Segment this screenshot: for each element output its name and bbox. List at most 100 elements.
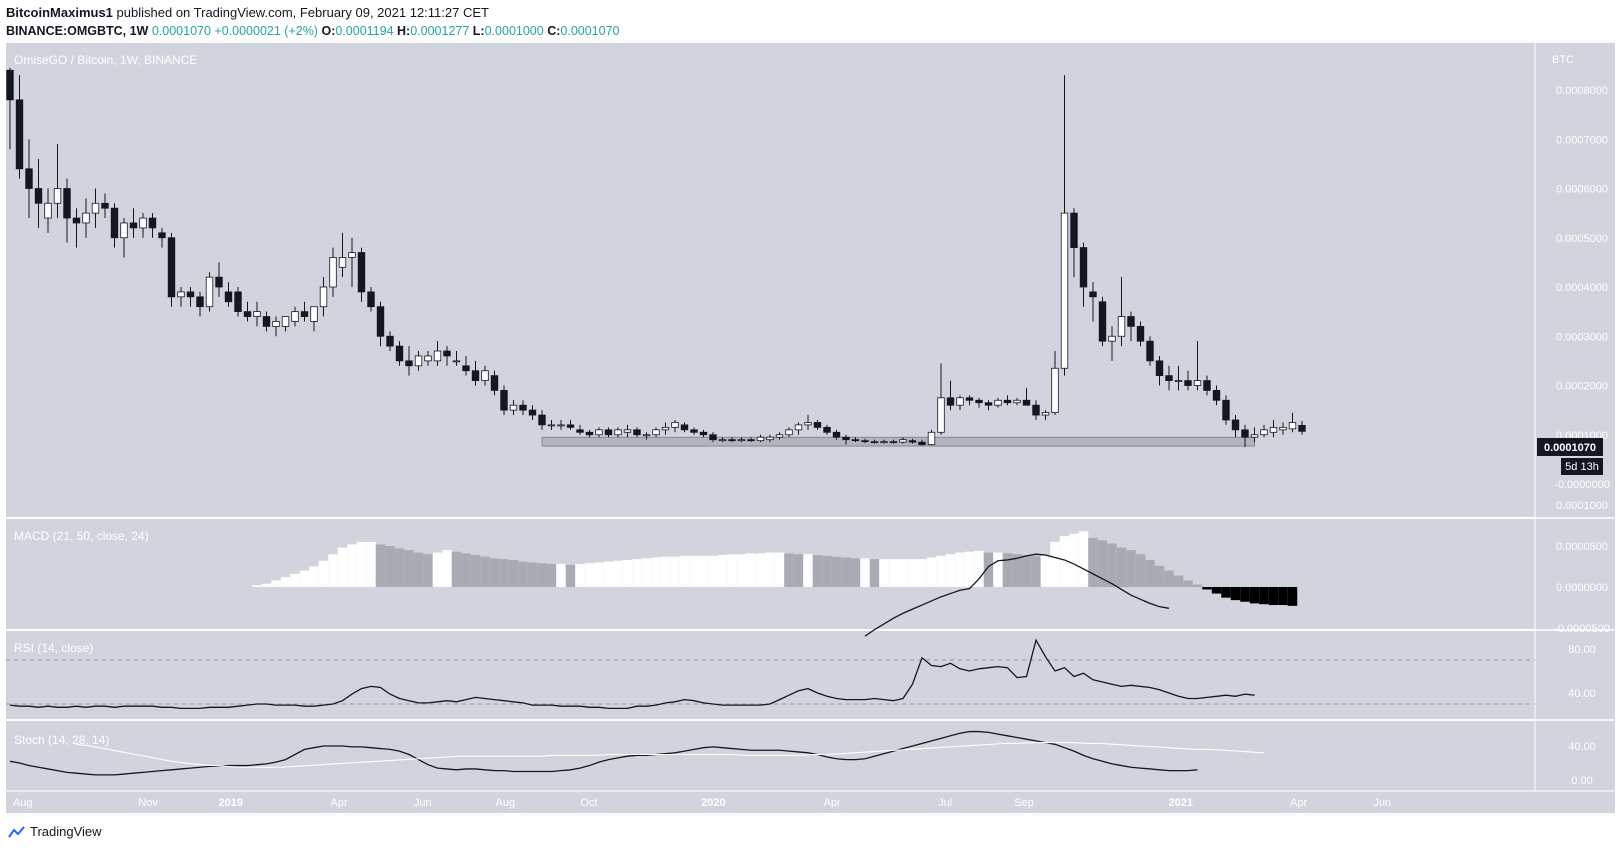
candle-body (661, 426, 670, 431)
candle (490, 370, 499, 396)
candle-body (6, 69, 14, 101)
candle (538, 410, 546, 430)
candle (1022, 387, 1031, 406)
candle (614, 427, 622, 438)
macd-histogram-bar (1259, 587, 1269, 605)
price-axis[interactable] (1535, 43, 1615, 791)
candle (633, 427, 641, 438)
candle (509, 400, 518, 416)
candle (937, 363, 945, 435)
candle-body (528, 409, 537, 416)
macd-histogram-bar (1078, 531, 1089, 587)
candle (224, 282, 233, 307)
macd-histogram-bar (1211, 587, 1222, 594)
macd-histogram-bar (1069, 533, 1079, 587)
macd-histogram-bar (812, 555, 823, 587)
macd-tick-label: 0.0000000 (1556, 582, 1608, 594)
candle-body (623, 429, 632, 433)
candle-body (63, 188, 71, 219)
candle-body (652, 429, 660, 436)
last-price: 0.0001070 (151, 24, 211, 38)
candle-body (243, 311, 252, 317)
candle-body (709, 434, 717, 441)
low-label: L: (472, 24, 485, 38)
candle (53, 144, 62, 219)
low-value: 0.0001000 (484, 24, 544, 38)
candle (975, 397, 983, 408)
candle-body (414, 355, 423, 367)
candle-body (1041, 412, 1050, 416)
candle (1193, 341, 1202, 391)
candle-body (481, 370, 489, 381)
candle-body (851, 439, 860, 442)
candle-body (1117, 316, 1126, 337)
candle (1212, 385, 1221, 406)
candle-body (490, 375, 499, 391)
candle (395, 341, 404, 366)
macd-histogram-bar (698, 555, 709, 587)
rsi-tick-label: 40.00 (1568, 688, 1596, 700)
candle (918, 439, 926, 446)
macd-histogram-bar (337, 547, 348, 587)
candle-body (566, 424, 575, 428)
candle (851, 437, 860, 443)
macd-histogram-bar (888, 559, 899, 587)
stoch-d-line (76, 742, 1265, 768)
candle-body (44, 202, 52, 219)
candle (1155, 355, 1164, 386)
candle (1241, 424, 1249, 448)
macd-histogram-bar (594, 562, 604, 587)
author-name[interactable]: BitcoinMaximus1 (6, 5, 113, 20)
candle-body (1098, 301, 1107, 342)
candle-body (82, 212, 90, 224)
macd-histogram-bar (755, 553, 766, 587)
candle (405, 346, 413, 376)
candle (547, 419, 556, 430)
macd-histogram-bar (1268, 587, 1279, 606)
support-zone-box[interactable] (541, 436, 1255, 447)
macd-histogram-bar (926, 557, 937, 587)
candle (557, 419, 565, 430)
macd-tick-label: 0.0000500 (1556, 541, 1608, 553)
candle (1032, 400, 1040, 420)
time-tick-label: Jun (414, 797, 432, 809)
macd-histogram-bar (280, 577, 291, 587)
candle (310, 306, 318, 332)
candle-body (1184, 380, 1192, 386)
candle-body (680, 424, 689, 431)
macd-histogram-bar (1287, 587, 1298, 606)
candle (604, 427, 613, 438)
candle (642, 432, 651, 440)
macd-histogram-bar (489, 558, 500, 587)
candle (338, 232, 347, 278)
macd-histogram-bar (841, 557, 851, 587)
candle (832, 429, 841, 440)
last-price-tag (1537, 438, 1603, 456)
macd-histogram-bar (347, 544, 357, 587)
candle-body (1174, 380, 1183, 382)
candle-body (585, 431, 594, 436)
price-tick-label: 0.0007000 (1556, 134, 1608, 146)
candle (889, 439, 898, 444)
time-tick-label: Sep (1014, 797, 1034, 809)
candle (1013, 397, 1021, 406)
candle (870, 439, 879, 444)
candle-body (357, 252, 366, 293)
candle (243, 301, 252, 322)
time-axis[interactable] (6, 791, 1615, 813)
candle-body (557, 424, 565, 427)
candle (994, 397, 1002, 408)
candle (737, 437, 746, 443)
footer-brand[interactable]: TradingView (8, 824, 102, 839)
price-tick-label: 0.0003000 (1556, 331, 1608, 343)
candle-body (576, 429, 584, 433)
macd-histogram-bar (879, 559, 889, 587)
stoch-k-line (9, 730, 1198, 776)
candle-body (272, 321, 280, 327)
price-tick-label: 0.0004000 (1556, 282, 1608, 294)
macd-histogram-bar (1107, 543, 1117, 587)
time-tick-label: Apr (331, 797, 348, 809)
candle-body (72, 217, 81, 224)
macd-histogram-bar (622, 559, 633, 587)
